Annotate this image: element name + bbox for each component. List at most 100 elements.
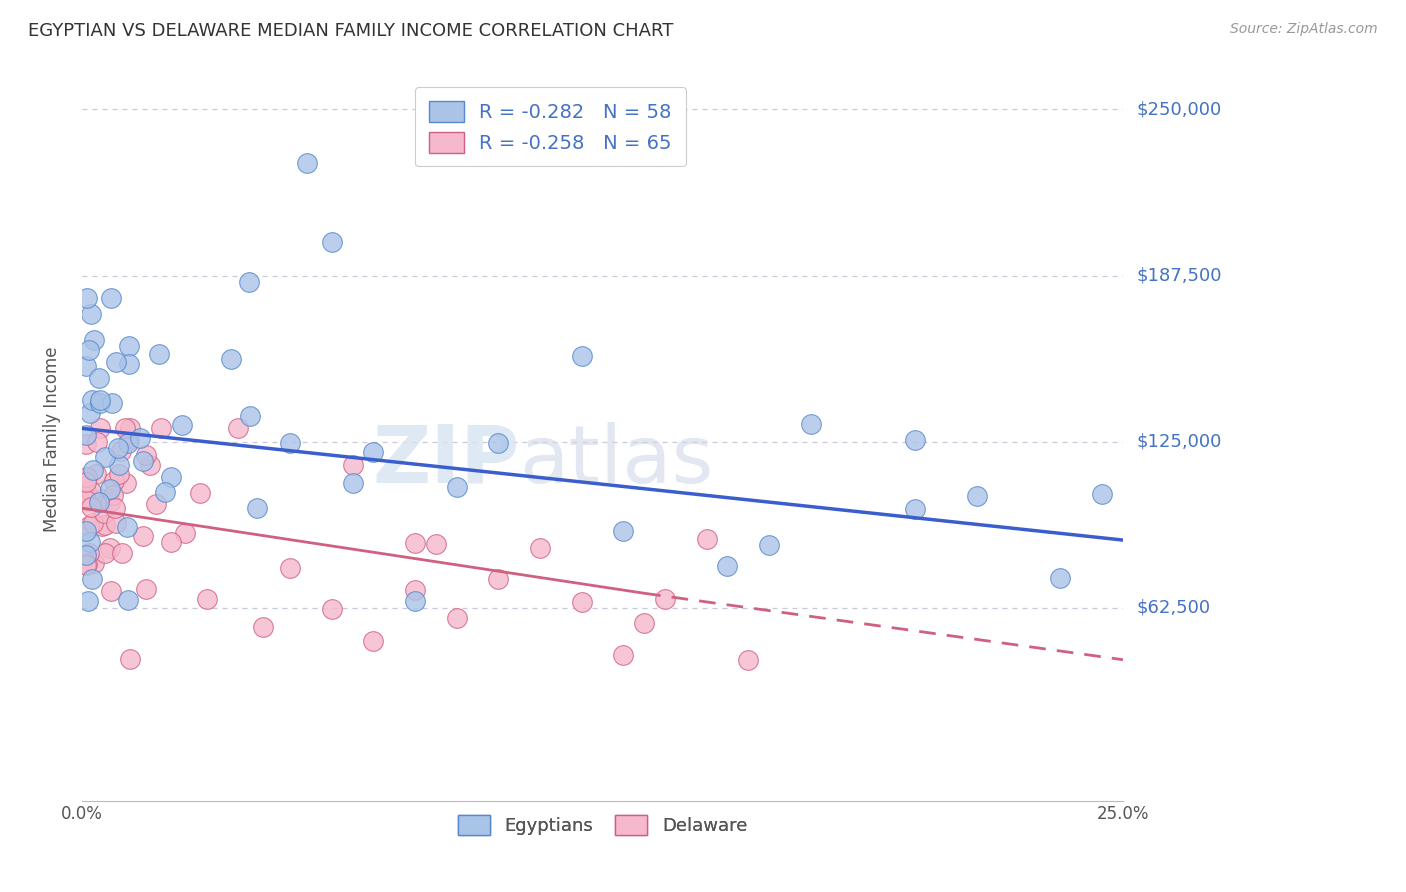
Point bbox=[77, 546, 100, 560]
Point bbox=[75, 437, 97, 451]
Point bbox=[79, 406, 101, 420]
Point bbox=[758, 538, 780, 552]
Point bbox=[82, 463, 104, 477]
Point bbox=[363, 633, 385, 648]
Point bbox=[89, 392, 111, 407]
Point bbox=[76, 557, 98, 571]
Point bbox=[153, 485, 176, 500]
Point bbox=[1091, 487, 1114, 501]
Point bbox=[737, 653, 759, 667]
Point bbox=[118, 433, 141, 447]
Point bbox=[107, 441, 129, 455]
Point bbox=[91, 518, 114, 533]
Point bbox=[321, 602, 343, 616]
Point bbox=[425, 537, 447, 551]
Point bbox=[80, 483, 103, 498]
Point bbox=[108, 467, 131, 482]
Point bbox=[89, 396, 111, 410]
Point bbox=[612, 648, 634, 663]
Point bbox=[80, 307, 103, 321]
Text: Source: ZipAtlas.com: Source: ZipAtlas.com bbox=[1230, 22, 1378, 37]
Point bbox=[118, 357, 141, 371]
Point bbox=[117, 593, 139, 607]
Text: $62,500: $62,500 bbox=[1137, 599, 1211, 617]
Point bbox=[98, 482, 121, 496]
Point bbox=[89, 494, 111, 508]
Point bbox=[1049, 571, 1071, 585]
Point bbox=[75, 359, 97, 373]
Point bbox=[278, 561, 301, 575]
Point bbox=[149, 421, 172, 435]
Point bbox=[89, 421, 111, 435]
Point bbox=[321, 235, 343, 250]
Point bbox=[716, 559, 738, 574]
Point bbox=[75, 524, 97, 538]
Point bbox=[252, 620, 274, 634]
Point bbox=[77, 594, 100, 608]
Text: ZIP: ZIP bbox=[373, 422, 519, 500]
Point bbox=[79, 343, 101, 357]
Point bbox=[75, 428, 97, 442]
Point bbox=[114, 421, 136, 435]
Point bbox=[246, 501, 269, 516]
Point bbox=[696, 532, 718, 546]
Text: EGYPTIAN VS DELAWARE MEDIAN FAMILY INCOME CORRELATION CHART: EGYPTIAN VS DELAWARE MEDIAN FAMILY INCOM… bbox=[28, 22, 673, 40]
Point bbox=[100, 584, 122, 599]
Point bbox=[80, 500, 103, 514]
Point bbox=[239, 409, 262, 423]
Point bbox=[612, 524, 634, 538]
Point bbox=[76, 469, 98, 483]
Point bbox=[80, 393, 103, 408]
Point bbox=[108, 458, 131, 472]
Point bbox=[86, 434, 108, 449]
Point bbox=[100, 292, 122, 306]
Point bbox=[84, 467, 107, 481]
Y-axis label: Median Family Income: Median Family Income bbox=[44, 346, 60, 532]
Point bbox=[83, 556, 105, 570]
Point bbox=[195, 592, 218, 607]
Point bbox=[101, 487, 124, 501]
Point bbox=[93, 517, 115, 532]
Point bbox=[904, 433, 927, 447]
Point bbox=[904, 502, 927, 516]
Point bbox=[75, 492, 97, 507]
Point bbox=[76, 291, 98, 305]
Point bbox=[94, 546, 117, 560]
Point bbox=[110, 443, 132, 458]
Point bbox=[80, 573, 103, 587]
Point bbox=[118, 339, 141, 353]
Point bbox=[404, 536, 426, 550]
Point bbox=[219, 351, 242, 366]
Point bbox=[117, 436, 139, 450]
Point bbox=[75, 475, 97, 489]
Point bbox=[132, 529, 155, 543]
Point bbox=[75, 548, 97, 562]
Point bbox=[404, 583, 426, 598]
Point bbox=[238, 275, 260, 289]
Point bbox=[79, 535, 101, 549]
Point bbox=[75, 490, 97, 504]
Point bbox=[188, 486, 211, 500]
Point bbox=[529, 541, 551, 556]
Point bbox=[139, 458, 162, 473]
Point bbox=[486, 572, 509, 586]
Point bbox=[160, 534, 183, 549]
Point bbox=[98, 495, 121, 509]
Point bbox=[571, 595, 593, 609]
Point bbox=[160, 470, 183, 484]
Point bbox=[342, 458, 364, 473]
Point bbox=[101, 396, 124, 410]
Legend: Egyptians, Delaware: Egyptians, Delaware bbox=[447, 805, 758, 846]
Text: atlas: atlas bbox=[519, 422, 713, 500]
Point bbox=[363, 445, 385, 459]
Point bbox=[103, 474, 125, 488]
Point bbox=[135, 449, 157, 463]
Text: $250,000: $250,000 bbox=[1137, 100, 1222, 119]
Point bbox=[128, 431, 150, 445]
Point bbox=[115, 520, 138, 534]
Point bbox=[148, 346, 170, 360]
Point bbox=[145, 497, 167, 511]
Point bbox=[446, 611, 468, 625]
Point bbox=[90, 492, 112, 507]
Point bbox=[633, 615, 655, 630]
